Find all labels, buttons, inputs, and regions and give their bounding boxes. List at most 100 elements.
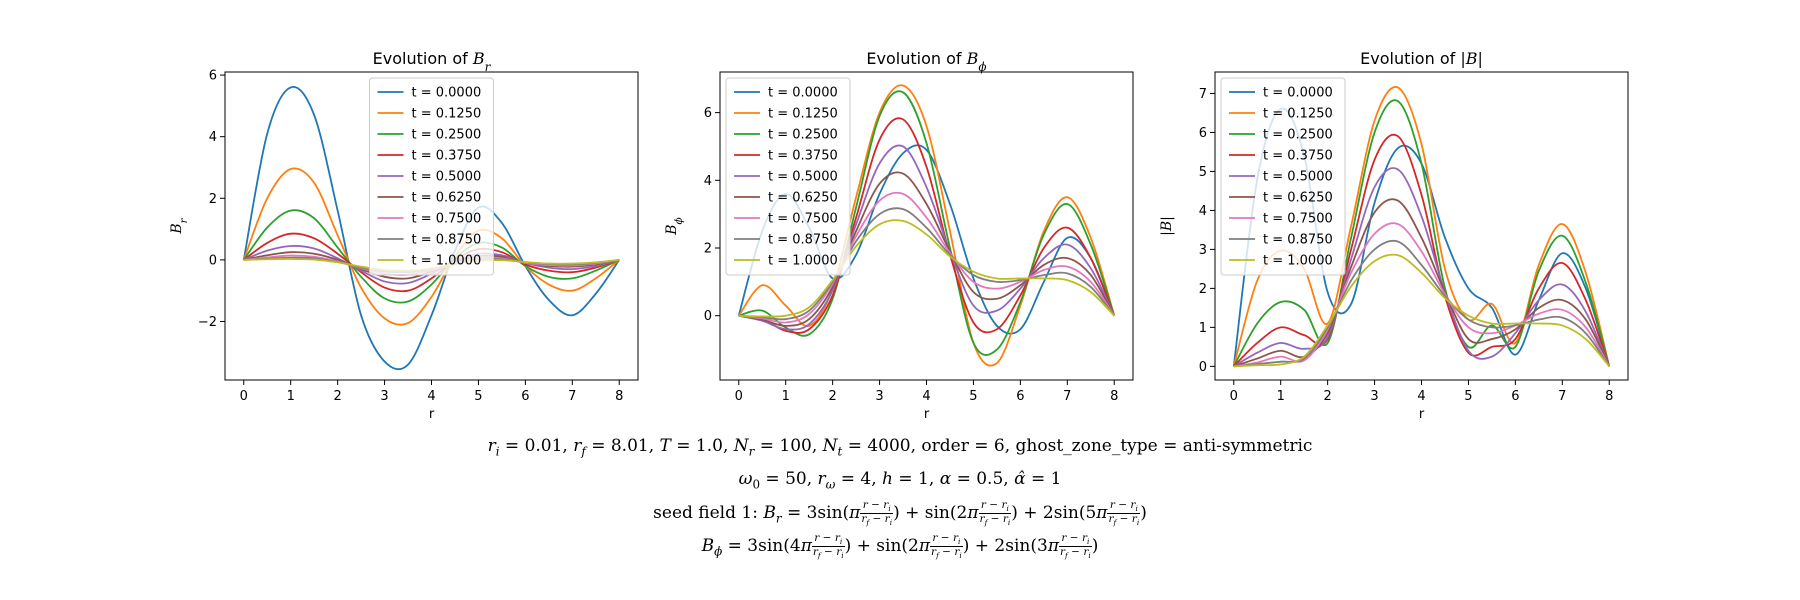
series-line-2: [1232, 99, 1611, 367]
x-tick-label: 8: [615, 389, 623, 404]
caption: ri = 0.01, rf = 8.01, T = 1.0, Nr = 100,…: [0, 432, 1800, 566]
x-axis-label: r: [924, 407, 930, 422]
x-tick-label: 1: [1277, 389, 1285, 404]
series-line-0: [242, 85, 620, 371]
y-tick-label: 6: [704, 106, 712, 121]
series-line-8: [738, 219, 1115, 318]
legend: t = 0.0000 t = 0.1250 t = 0.2500 t = 0.3750…: [1220, 77, 1346, 276]
legend-entry-2: t = 0.2500: [1263, 128, 1333, 143]
series-line-6: [738, 191, 1115, 324]
x-tick-label: 6: [1016, 389, 1024, 404]
x-tick-label: 4: [1417, 389, 1425, 404]
y-tick-label: 5: [1199, 165, 1207, 180]
x-tick-label: 4: [922, 389, 930, 404]
x-tick-label: 2: [828, 389, 836, 404]
x-tick-label: 8: [1110, 389, 1118, 404]
x-tick-label: 8: [1605, 389, 1613, 404]
legend-entry-5: t = 0.6250: [1263, 191, 1333, 206]
legend: t = 0.0000 t = 0.1250 t = 0.2500 t = 0.3750…: [725, 77, 851, 276]
legend-entry-4: t = 0.5000: [412, 170, 482, 185]
chart-title: Evolution of Br: [373, 49, 492, 74]
series-line-3: [243, 232, 620, 293]
panel-bmag: 0 1 2 3 4 5 6 7 8 0 1 2 3 4 5 6 7 Evolution of |B| r |B| t =…: [1159, 49, 1629, 422]
x-tick-label: 6: [1511, 389, 1519, 404]
legend-entry-7: t = 0.8750: [1263, 233, 1333, 248]
x-tick-label: 6: [521, 389, 529, 404]
y-tick-label: 6: [1199, 126, 1207, 141]
y-tick-label: 0: [704, 309, 712, 324]
series-line-3: [738, 117, 1116, 334]
legend-entry-1: t = 0.1250: [412, 107, 482, 122]
y-tick-label: 4: [704, 174, 712, 189]
x-tick-label: 2: [1323, 389, 1331, 404]
x-tick-label: 5: [474, 389, 482, 404]
panel-bphi: 0 1 2 3 4 5 6 7 8 0 2 4 6 Evolution of Bϕ r Bϕ t = 0.000…: [664, 49, 1134, 422]
x-tick-label: 1: [782, 389, 790, 404]
y-tick-label: 2: [1199, 282, 1207, 297]
legend: t = 0.0000 t = 0.1250 t = 0.2500 t = 0.3750…: [369, 77, 494, 276]
legend-entry-1: t = 0.1250: [1263, 107, 1333, 122]
legend-entry-8: t = 1.0000: [412, 254, 482, 269]
y-tick-label: 2: [704, 242, 712, 257]
y-tick-label: 0: [209, 253, 217, 268]
x-tick-label: 5: [969, 389, 977, 404]
legend-entry-5: t = 0.6250: [768, 191, 838, 206]
y-tick-label: 1: [1199, 321, 1207, 336]
x-tick-label: 7: [1063, 389, 1071, 404]
y-tick-label: −2: [198, 315, 217, 330]
y-axis-label: Br: [169, 217, 190, 234]
x-tick-label: 1: [287, 389, 295, 404]
legend-box: [369, 77, 494, 276]
legend-entry-2: t = 0.2500: [412, 128, 482, 143]
x-tick-label: 3: [380, 389, 388, 404]
x-tick-label: 7: [1558, 389, 1566, 404]
legend-entry-6: t = 0.7500: [412, 212, 482, 227]
legend-entry-5: t = 0.6250: [412, 191, 482, 206]
series-line-5: [1233, 198, 1611, 368]
series-line-4: [738, 144, 1116, 331]
legend-box: [1220, 77, 1346, 276]
caption-line-2: ω0 = 50, rω = 4, h = 1, α = 0.5, α̂ = 1: [738, 469, 1062, 492]
x-tick-label: 5: [1464, 389, 1472, 404]
y-tick-label: 0: [1199, 360, 1207, 375]
legend-entry-8: t = 1.0000: [1263, 254, 1333, 269]
series-line-1: [242, 167, 620, 326]
legend-entry-0: t = 0.0000: [412, 86, 482, 101]
x-tick-label: 0: [1230, 389, 1238, 404]
series-line-7: [738, 207, 1115, 321]
legend-box: [725, 77, 851, 276]
legend-entry-1: t = 0.1250: [768, 107, 838, 122]
x-tick-label: 7: [568, 389, 576, 404]
legend-entry-0: t = 0.0000: [768, 86, 838, 101]
y-tick-label: 2: [209, 192, 217, 207]
legend-entry-2: t = 0.2500: [768, 128, 838, 143]
x-tick-label: 4: [427, 389, 435, 404]
x-tick-label: 0: [240, 389, 248, 404]
panel-br: 0 1 2 3 4 5 6 7 8 −2 0 2 4 6 Evolution of Br r Br t = 0.0…: [169, 49, 639, 422]
x-axis-label: r: [1419, 407, 1425, 422]
y-tick-label: 6: [209, 69, 217, 84]
legend-entry-3: t = 0.3750: [768, 149, 838, 164]
x-axis-label: r: [429, 407, 435, 422]
legend-entry-4: t = 0.5000: [768, 170, 838, 185]
series-line-3: [1233, 133, 1611, 367]
x-tick-label: 0: [735, 389, 743, 404]
series-line-2: [243, 209, 620, 304]
series-lines: [737, 84, 1116, 367]
series-line-8: [1233, 253, 1610, 368]
chart-title: Evolution of Bϕ: [866, 49, 986, 74]
legend-entry-6: t = 0.7500: [768, 212, 838, 227]
y-tick-label: 4: [209, 130, 217, 145]
legend-entry-7: t = 0.8750: [412, 233, 482, 248]
series-line-1: [738, 84, 1116, 367]
series-line-4: [1233, 167, 1611, 368]
legend-entry-3: t = 0.3750: [1263, 149, 1333, 164]
y-tick-label: 3: [1199, 243, 1207, 258]
series-line-2: [738, 90, 1116, 356]
legend-entry-8: t = 1.0000: [768, 254, 838, 269]
caption-line-1: ri = 0.01, rf = 8.01, T = 1.0, Nr = 100,…: [487, 436, 1313, 459]
legend-entry-0: t = 0.0000: [1263, 86, 1333, 101]
legend-entry-4: t = 0.5000: [1263, 170, 1333, 185]
chart-title: Evolution of |B|: [1360, 49, 1483, 68]
